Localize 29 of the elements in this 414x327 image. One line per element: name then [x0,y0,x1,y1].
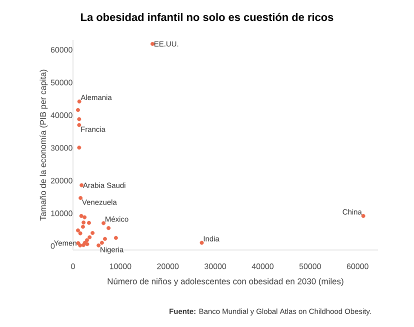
point [77,117,82,122]
point [82,220,86,225]
point [90,230,95,235]
y-axis-title: Tamaño de la economía (PIB per capita) [40,70,48,221]
point [102,236,107,241]
x-axis-title: Número de niños y adolescentes con obesidad en 2030 (miles) [108,278,344,286]
point [102,221,106,226]
point [86,220,91,225]
point [106,226,111,230]
point [76,228,80,232]
point [100,240,104,245]
point [78,231,82,236]
point [82,215,87,220]
point [77,146,82,150]
point [84,238,89,242]
point [114,236,118,240]
chart-title: La obesidad infantil no solo es cuestión de ricos [81,12,334,22]
point [361,214,366,218]
point [88,235,92,240]
point [77,123,82,128]
point [96,243,101,248]
point [76,108,80,112]
point [79,214,84,218]
point [200,240,204,245]
point [78,196,83,200]
point [80,224,85,229]
point [150,42,154,46]
point [77,99,82,104]
point [85,242,90,246]
